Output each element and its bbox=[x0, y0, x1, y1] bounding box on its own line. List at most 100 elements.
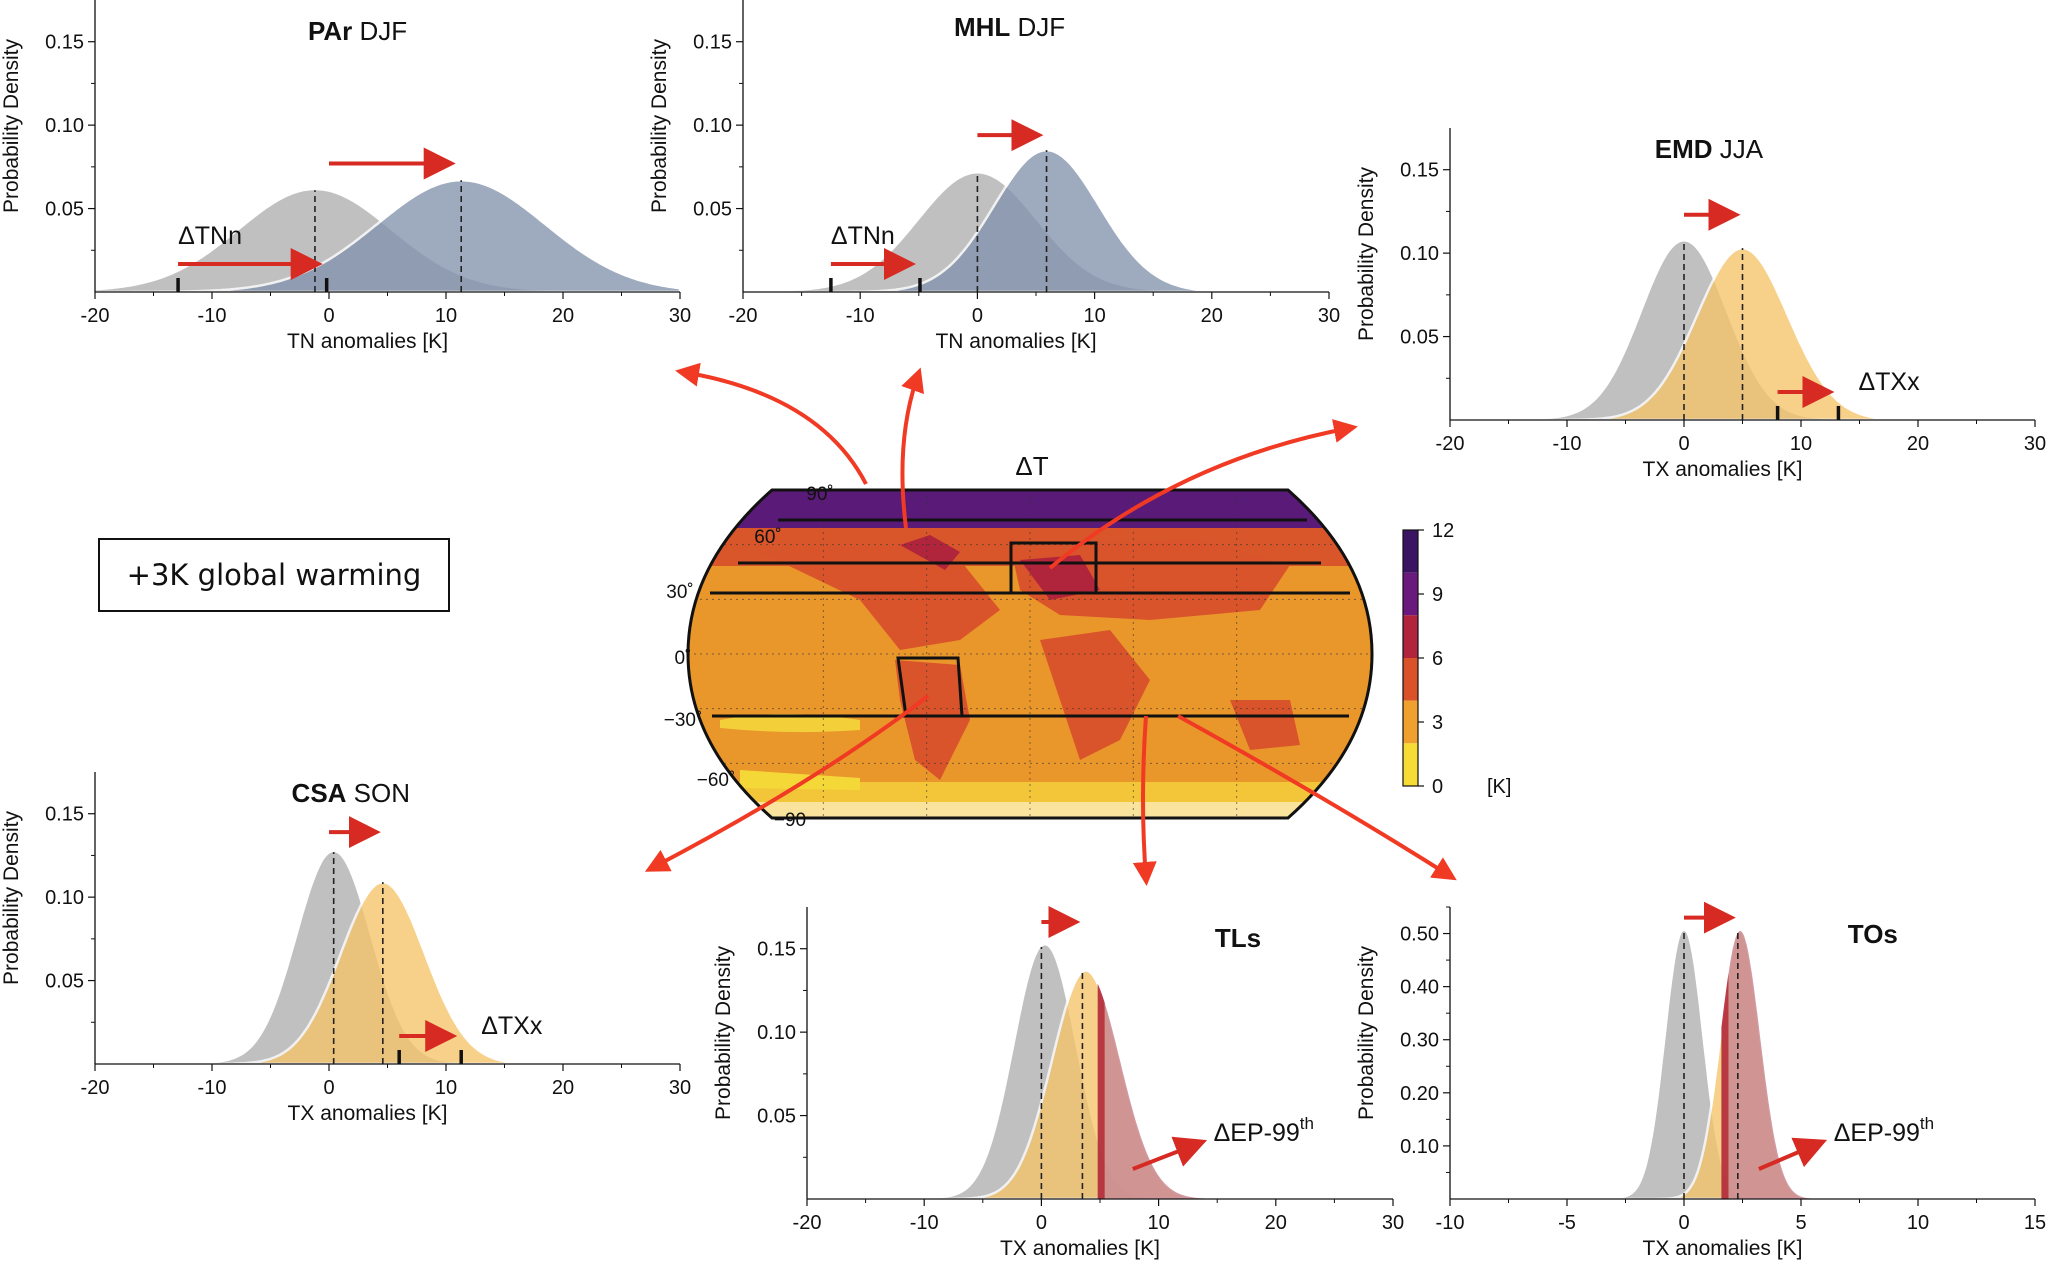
x-tick-label: 20 bbox=[552, 305, 574, 327]
y-tick-label: 0.05 bbox=[693, 199, 732, 221]
y-tick-label: 0.10 bbox=[693, 115, 732, 137]
x-tick-label: -10 bbox=[198, 1077, 227, 1099]
x-tick-label: 10 bbox=[1083, 305, 1105, 327]
extreme-label: ΔTNn bbox=[178, 222, 242, 250]
y-tick-label: 0.15 bbox=[693, 32, 732, 54]
x-tick-label: -10 bbox=[1553, 433, 1582, 455]
chart-mhl: -20 -10 0 10 20 30 0.05 0.10 0.15 TN anomalies [K… bbox=[648, 0, 1340, 353]
y-tick-label: 0.05 bbox=[45, 199, 84, 221]
y-tick-label: 0.30 bbox=[1400, 1030, 1439, 1052]
arrow-to-tos bbox=[1177, 714, 1457, 881]
arrow-to-tls bbox=[1132, 715, 1157, 886]
chart-emd: -20 -10 0 10 20 30 0.05 0.10 0.15 TX anomalies [K… bbox=[1355, 128, 2046, 481]
x-tick-label: 0 bbox=[1678, 433, 1689, 455]
x-axis-label: TX anomalies [K] bbox=[1000, 1237, 1160, 1260]
colorbar-tick-label: 9 bbox=[1432, 584, 1443, 606]
colorbar-segment bbox=[1403, 658, 1418, 701]
map-south-america bbox=[895, 660, 970, 780]
map-lat-label: −60˚ bbox=[697, 770, 736, 791]
x-tick-label: -20 bbox=[81, 1077, 110, 1099]
y-tick-label: 0.20 bbox=[1400, 1083, 1439, 1105]
curve-par-future bbox=[95, 178, 682, 294]
x-axis-label: TX anomalies [K] bbox=[1643, 1237, 1803, 1260]
y-tick-label: 0.15 bbox=[45, 804, 84, 826]
y-tick-label: 0.05 bbox=[1400, 327, 1439, 349]
chart-title: TOs bbox=[1848, 919, 1898, 949]
x-tick-label: -20 bbox=[81, 305, 110, 327]
x-tick-label: 20 bbox=[1265, 1212, 1287, 1234]
x-tick-label: -10 bbox=[910, 1212, 939, 1234]
map-lat-label: 0˚ bbox=[675, 648, 692, 669]
x-axis-label: TN anomalies [K] bbox=[287, 330, 448, 353]
x-tick-label: 30 bbox=[669, 1077, 691, 1099]
x-tick-label: 30 bbox=[2024, 433, 2046, 455]
x-tick-label: 15 bbox=[2024, 1212, 2046, 1234]
extreme-label: ΔTXx bbox=[1858, 368, 1920, 396]
colorbar-segment bbox=[1403, 700, 1418, 744]
curve-tls-tail bbox=[1104, 1002, 1393, 1199]
y-tick-label: 0.10 bbox=[45, 115, 84, 137]
colorbar-tick-label: 3 bbox=[1432, 712, 1443, 734]
x-tick-label: -5 bbox=[1558, 1212, 1576, 1234]
y-tick-label: 0.15 bbox=[45, 32, 84, 54]
x-tick-label: 10 bbox=[435, 1077, 457, 1099]
curve-tls-tailcore bbox=[1097, 983, 1105, 1199]
map-europe-hot bbox=[1020, 555, 1100, 600]
extreme-label: ΔTXx bbox=[481, 1012, 543, 1040]
extreme-label: ΔTNn bbox=[831, 222, 895, 250]
map-lat-label: 90˚ bbox=[806, 484, 833, 505]
colorbar: 12 9 6 3 0 [K] bbox=[1402, 520, 1511, 798]
x-tick-label: -10 bbox=[846, 305, 875, 327]
x-tick-label: 20 bbox=[1201, 305, 1223, 327]
region-box-csa bbox=[896, 656, 964, 718]
x-tick-label: 10 bbox=[1907, 1212, 1929, 1234]
chart-par: -20 -10 0 10 20 30 0.05 0.10 0.15 TN anomalies [K… bbox=[0, 0, 691, 353]
x-tick-label: 10 bbox=[435, 305, 457, 327]
y-axis-label: Probability Density bbox=[1355, 946, 1378, 1120]
x-tick-label: 30 bbox=[1382, 1212, 1404, 1234]
map-lat-label: 30˚ bbox=[666, 582, 693, 603]
y-tick-label: 0.50 bbox=[1400, 924, 1439, 946]
x-tick-label: 5 bbox=[1795, 1212, 1806, 1234]
colorbar-segment bbox=[1403, 530, 1418, 573]
x-tick-label: 30 bbox=[669, 305, 691, 327]
arrow-to-mhl bbox=[900, 367, 924, 529]
chart-tos: -10 -5 0 5 10 15 0.10 0.20 0.30 0.40 0.50 TX anomal… bbox=[1355, 901, 2046, 1260]
map-outline bbox=[686, 488, 1374, 820]
x-tick-label: 20 bbox=[1907, 433, 1929, 455]
map-south-cool bbox=[740, 770, 860, 790]
y-tick-label: 0.15 bbox=[1400, 160, 1439, 182]
warming-map: ΔT 90˚ 60˚ 30˚ 0˚ −30˚ −60˚ −90 bbox=[664, 451, 1374, 831]
colorbar-tick-label: 12 bbox=[1432, 520, 1454, 542]
map-lat-label: −30˚ bbox=[664, 710, 703, 731]
y-axis-label: Probability Density bbox=[1355, 167, 1378, 341]
map-lat-label: −90 bbox=[774, 810, 806, 831]
chart-title: TLs bbox=[1215, 923, 1261, 953]
x-tick-label: 0 bbox=[323, 305, 334, 327]
region-box-emd bbox=[1009, 541, 1098, 595]
map-australia bbox=[1230, 700, 1300, 750]
map-fill bbox=[688, 490, 1372, 818]
x-tick-label: 0 bbox=[1678, 1212, 1689, 1234]
x-tick-label: 20 bbox=[552, 1077, 574, 1099]
chart-title: CSA SON bbox=[292, 778, 410, 808]
chart-title: EMD JJA bbox=[1655, 134, 1764, 164]
y-tick-label: 0.05 bbox=[45, 971, 84, 993]
tail-arrow bbox=[1132, 1136, 1208, 1171]
colorbar-unit: [K] bbox=[1487, 776, 1511, 798]
x-tick-label: 0 bbox=[972, 305, 983, 327]
map-title: ΔT bbox=[1015, 451, 1048, 481]
colorbar-segment bbox=[1403, 743, 1418, 786]
colorbar-segment bbox=[1403, 615, 1418, 658]
x-tick-label: -10 bbox=[1436, 1212, 1465, 1234]
colorbar-tick-label: 0 bbox=[1432, 776, 1443, 798]
arrow-to-par bbox=[675, 362, 868, 485]
connector-arrows bbox=[644, 362, 1457, 886]
chart-tls: -20 -10 0 10 20 30 0.05 0.10 0.15 TX anomalies [K… bbox=[712, 906, 1404, 1260]
map-lat-label: 60˚ bbox=[754, 527, 781, 548]
x-tick-label: 10 bbox=[1147, 1212, 1169, 1234]
y-axis-label: Probability Density bbox=[648, 39, 671, 213]
arrow-to-csa bbox=[644, 694, 930, 872]
